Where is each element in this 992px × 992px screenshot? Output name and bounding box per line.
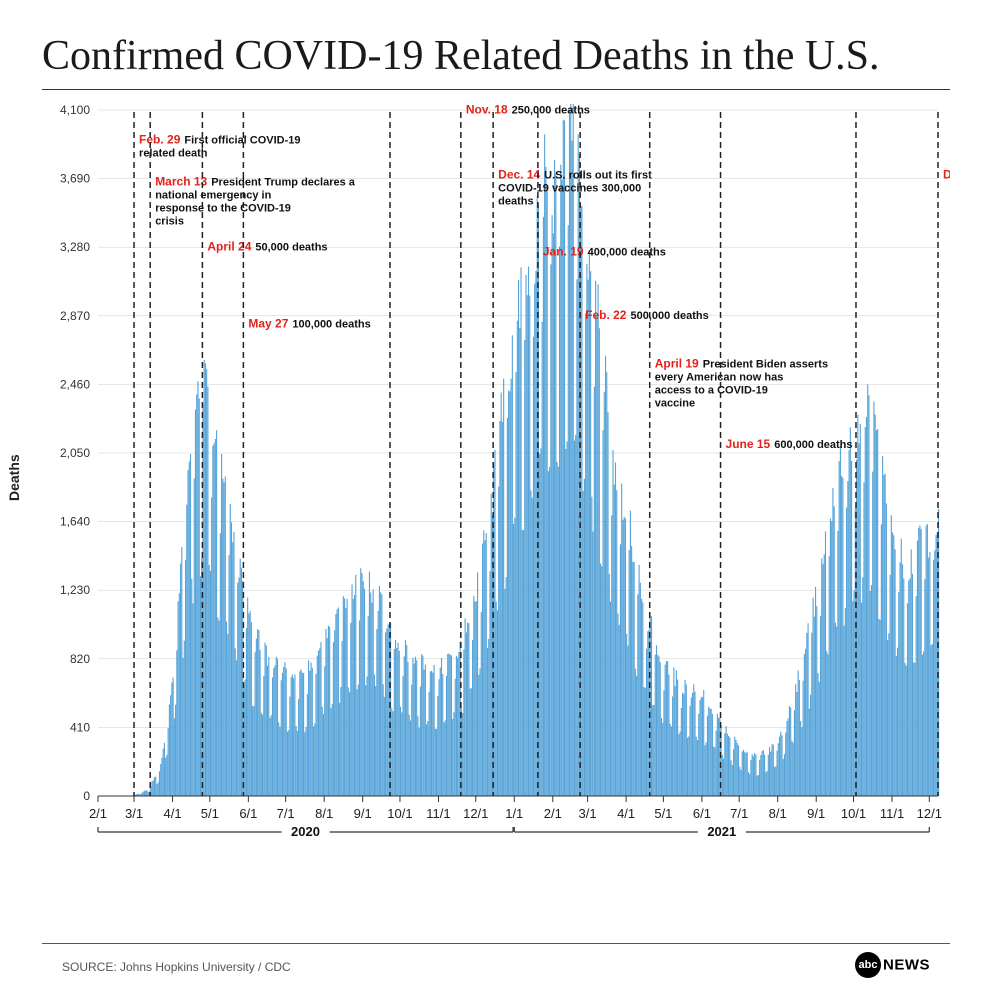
svg-text:7/1: 7/1: [730, 806, 748, 821]
svg-text:6/1: 6/1: [239, 806, 257, 821]
svg-text:8/1: 8/1: [769, 806, 787, 821]
svg-text:national emergency in: national emergency in: [155, 190, 271, 202]
svg-text:May 27: May 27: [248, 317, 288, 331]
svg-text:2/1: 2/1: [544, 806, 562, 821]
svg-text:June 15: June 15: [726, 437, 771, 451]
svg-text:2,050: 2,050: [60, 446, 90, 460]
svg-text:Jan. 19: Jan. 19: [543, 245, 584, 259]
svg-text:Dec. 14: Dec. 14: [498, 168, 540, 182]
svg-text:Feb. 22: Feb. 22: [585, 309, 627, 323]
svg-text:9/1: 9/1: [807, 806, 825, 821]
svg-text:1,230: 1,230: [60, 584, 90, 598]
svg-text:2020: 2020: [291, 824, 320, 839]
svg-text:4/1: 4/1: [617, 806, 635, 821]
svg-text:deaths: deaths: [498, 196, 533, 208]
svg-text:4/1: 4/1: [164, 806, 182, 821]
svg-text:3/1: 3/1: [579, 806, 597, 821]
svg-text:10/1: 10/1: [387, 806, 412, 821]
svg-text:Dec. 7: Dec. 7: [943, 168, 950, 182]
svg-text:every American now has: every American now has: [655, 372, 784, 384]
svg-text:President Biden asserts: President Biden asserts: [703, 359, 828, 371]
svg-text:1,640: 1,640: [60, 515, 90, 529]
chart-svg: 0 410 820 1,230 1,640 2,050 2,460 2,870 3,280 3,6…: [42, 104, 950, 898]
svg-text:2,460: 2,460: [60, 378, 90, 392]
svg-text:12/1: 12/1: [917, 806, 942, 821]
svg-text:500,000 deaths: 500,000 deaths: [630, 311, 708, 323]
svg-text:50,000 deaths: 50,000 deaths: [255, 242, 327, 254]
svg-text:11/1: 11/1: [880, 806, 904, 821]
svg-text:9/1: 9/1: [354, 806, 372, 821]
svg-text:400,000 deaths: 400,000 deaths: [588, 247, 666, 259]
svg-text:2,870: 2,870: [60, 309, 90, 323]
svg-text:4,100: 4,100: [60, 104, 90, 117]
svg-text:820: 820: [70, 652, 90, 666]
svg-text:response to the COVID-19: response to the COVID-19: [155, 203, 291, 215]
chart-title: Confirmed COVID-19 Related Deaths in the…: [42, 34, 950, 79]
svg-text:access to a COVID-19: access to a COVID-19: [655, 385, 768, 397]
svg-text:Nov. 18: Nov. 18: [466, 104, 508, 116]
abc-logo-circle: abc: [855, 952, 881, 978]
svg-text:U.S. rolls out its first: U.S. rolls out its first: [544, 170, 652, 182]
svg-text:7/1: 7/1: [277, 806, 295, 821]
svg-text:3,690: 3,690: [60, 172, 90, 186]
abc-logo-text: NEWS: [883, 957, 930, 974]
source-line: SOURCE: Johns Hopkins University / CDC: [62, 960, 291, 974]
abc-news-logo: abcNEWS: [855, 952, 930, 978]
svg-text:5/1: 5/1: [654, 806, 672, 821]
svg-text:April 24: April 24: [207, 240, 251, 254]
svg-text:100,000 deaths: 100,000 deaths: [292, 319, 370, 331]
chart-area: Deaths 04108201,2301,6402,0502,4602,8703…: [42, 104, 950, 898]
svg-text:1/1: 1/1: [505, 806, 523, 821]
svg-text:410: 410: [70, 721, 90, 735]
svg-text:vaccine: vaccine: [655, 398, 695, 410]
svg-text:8/1: 8/1: [315, 806, 333, 821]
svg-text:10/1: 10/1: [841, 806, 866, 821]
rule-top: [42, 89, 950, 90]
svg-text:2/1: 2/1: [89, 806, 107, 821]
svg-text:crisis: crisis: [155, 216, 184, 228]
svg-text:Feb. 29: Feb. 29: [139, 133, 181, 147]
figure-container: Confirmed COVID-19 Related Deaths in the…: [0, 0, 992, 992]
y-axis-label: Deaths: [6, 455, 22, 502]
svg-text:12/1: 12/1: [463, 806, 488, 821]
svg-text:April 19: April 19: [655, 357, 699, 371]
svg-text:3/1: 3/1: [125, 806, 143, 821]
svg-text:11/1: 11/1: [426, 806, 450, 821]
svg-text:related death: related death: [139, 148, 208, 160]
rule-bottom: [42, 943, 950, 944]
svg-text:COVID-19 vaccines 300,000: COVID-19 vaccines 300,000: [498, 183, 641, 195]
svg-text:250,000 deaths: 250,000 deaths: [512, 105, 590, 117]
svg-text:2021: 2021: [707, 824, 736, 839]
svg-text:President Trump declares a: President Trump declares a: [211, 177, 356, 189]
svg-text:March 13: March 13: [155, 175, 207, 189]
svg-text:0: 0: [83, 789, 90, 803]
svg-text:6/1: 6/1: [693, 806, 711, 821]
svg-text:600,000 deaths: 600,000 deaths: [774, 439, 852, 451]
svg-text:3,280: 3,280: [60, 241, 90, 255]
svg-text:5/1: 5/1: [201, 806, 219, 821]
